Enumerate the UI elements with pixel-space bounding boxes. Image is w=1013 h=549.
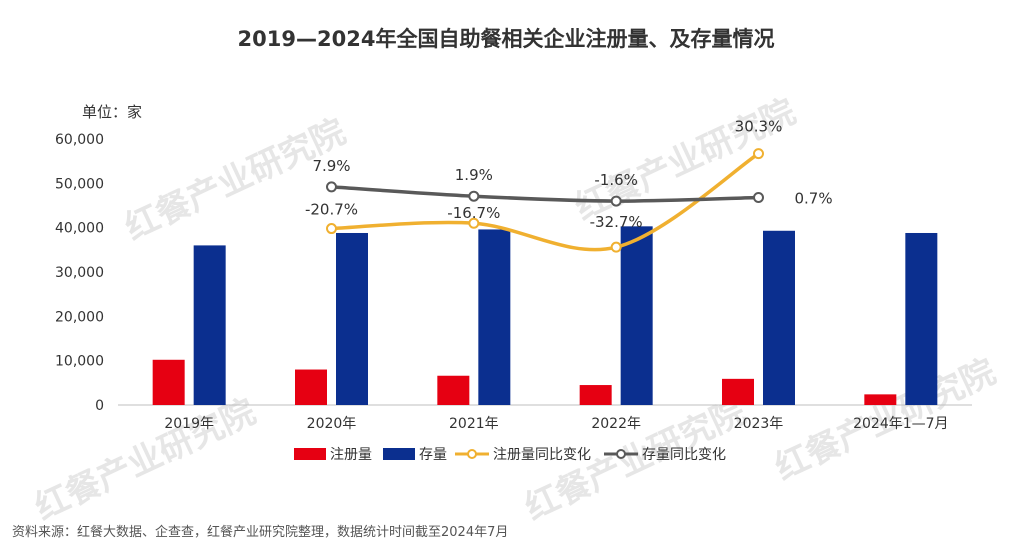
legend-marker [616, 449, 626, 459]
unit-label: 单位：家 [82, 103, 142, 121]
bar-registration [722, 378, 754, 405]
x-tick-label: 2022年 [591, 416, 641, 432]
stock-change-point [610, 195, 622, 207]
y-tick-label: 50,000 [55, 176, 104, 192]
legend-marker [467, 449, 477, 459]
legend-label: 注册量同比变化 [493, 447, 591, 463]
bar-registration [437, 375, 470, 405]
y-tick-label: 60,000 [55, 132, 104, 148]
registration-change-label: -16.7% [447, 204, 500, 222]
registration-change-label: 30.3% [735, 118, 783, 136]
y-axis: 0 10,000 20,000 30,000 40,000 50,000 60,000 [55, 132, 104, 414]
legend: 注册量 存量 注册量同比变化 存量同比变化 [294, 447, 726, 463]
source-note: 资料来源：红餐大数据、企查查，红餐产业研究院整理，数据统计时间截至2024年7月 [12, 524, 508, 540]
stock-change-label: 7.9% [312, 157, 350, 175]
x-axis: 2019年 2020年 2021年 2022年 2023年 2024年1—7月 [164, 416, 948, 432]
stock-change-label: 1.9% [455, 166, 493, 184]
stock-change-label: 0.7% [795, 190, 833, 208]
stock-change-line [331, 185, 759, 203]
watermark-text: 红餐产业研究院 [29, 392, 262, 529]
registration-change-point [753, 148, 764, 160]
stock-change-point [326, 181, 337, 193]
y-tick-label: 20,000 [55, 309, 104, 325]
line-labels: -20.7% -16.7% -32.7% 30.3% 7.9% 1.9% -1.6% 0.7% [305, 118, 833, 232]
y-tick-label: 10,000 [55, 354, 104, 370]
y-tick-label: 40,000 [55, 221, 104, 237]
bar-stock [478, 229, 511, 405]
x-tick-label: 2020年 [307, 416, 357, 432]
registration-change-label: -20.7% [305, 201, 358, 219]
legend-label: 注册量 [330, 447, 372, 463]
chart-title: 2019—2024年全国自助餐相关企业注册量、及存量情况 [238, 27, 775, 51]
bar-stock [620, 226, 653, 405]
bar-stock [336, 232, 368, 405]
registration-change-line [331, 152, 760, 252]
watermark-text: 红餐产业研究院 [119, 112, 352, 249]
registration-change-point [326, 223, 337, 235]
registration-change-label: -32.7% [590, 213, 643, 231]
legend-swatch [383, 448, 415, 460]
lines [326, 148, 764, 253]
x-tick-label: 2021年 [449, 416, 499, 432]
y-tick-label: 30,000 [55, 265, 104, 281]
stock-change-label: -1.6% [594, 171, 638, 189]
stock-change-point [753, 192, 764, 204]
bar-registration [864, 394, 897, 405]
y-tick-label: 0 [95, 398, 104, 414]
bars [152, 226, 938, 405]
registration-change-point [610, 241, 622, 253]
bar-registration [295, 369, 327, 405]
x-tick-label: 2023年 [734, 416, 784, 432]
bar-registration [579, 385, 612, 405]
x-tick-label: 2024年1—7月 [853, 416, 948, 432]
bar-stock [763, 230, 795, 405]
legend-swatch [294, 448, 326, 460]
registration-change-point [468, 217, 480, 229]
bar-stock [905, 232, 938, 405]
stock-change-point [468, 190, 480, 202]
legend-label: 存量 [419, 447, 447, 463]
bar-stock [193, 245, 226, 405]
x-tick-label: 2019年 [164, 416, 214, 432]
bar-registration [152, 359, 185, 405]
legend-label: 存量同比变化 [642, 447, 726, 463]
